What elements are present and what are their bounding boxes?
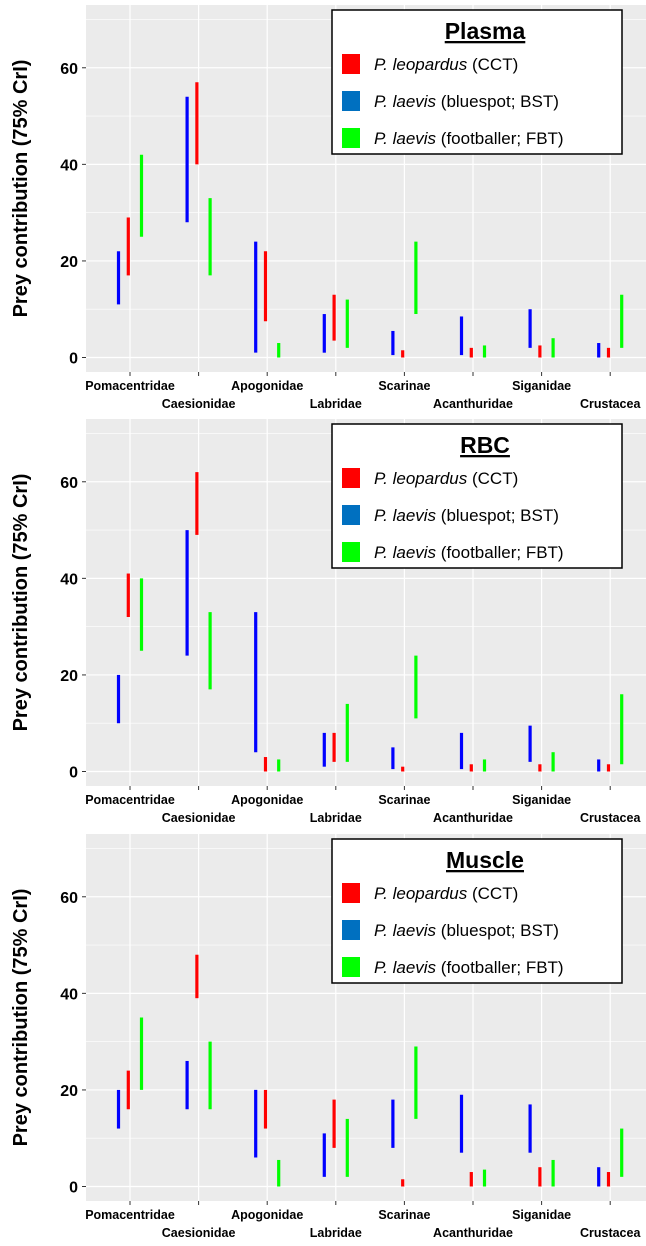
x-tick-label: Labridae — [310, 1226, 362, 1240]
x-tick-label: Siganidae — [512, 379, 571, 393]
x-tick-label: Labridae — [310, 811, 362, 825]
x-tick-label: Caesionidae — [162, 1226, 236, 1240]
chart-panel-plasma: 0 20 40 60 Prey contribution (75% CrI) Pomace… — [0, 0, 646, 412]
y-tick-label: 60 — [60, 890, 78, 907]
y-tick-label: 20 — [60, 668, 78, 685]
x-tick-label: Scarinae — [378, 379, 430, 393]
legend-swatch — [342, 920, 360, 940]
legend-swatch — [342, 505, 360, 525]
legend-label: P. laevis (bluespot; BST) — [374, 921, 559, 940]
y-tick-label: 60 — [60, 475, 78, 492]
chart-svg-plasma: 0 20 40 60 Prey contribution (75% CrI) Pomace… — [10, 5, 646, 411]
y-tick-label: 0 — [69, 1180, 78, 1197]
x-tick-label: Siganidae — [512, 793, 571, 807]
x-tick-label: Acanthuridae — [433, 397, 513, 411]
chart-panel-rbc: 0 20 40 60 Prey contribution (75% CrI) Pomace… — [0, 414, 646, 826]
y-tick-label: 60 — [60, 61, 78, 78]
legend-box — [331, 423, 623, 569]
y-tick-label: 40 — [60, 986, 78, 1003]
y-tick-label: 0 — [69, 765, 78, 782]
y-tick-label: 20 — [60, 254, 78, 271]
legend-swatch — [342, 91, 360, 111]
legend-box — [331, 838, 623, 984]
legend-box — [331, 9, 623, 155]
y-axis-label: Prey contribution (75% CrI) — [10, 474, 32, 732]
legend-label: P. laevis (footballer; FBT) — [374, 543, 564, 562]
legend-label: P. laevis (bluespot; BST) — [374, 506, 559, 525]
x-tick-label: Pomacentridae — [85, 793, 175, 807]
chart-panel-muscle: 0 20 40 60 Prey contribution (75% CrI) Pomace… — [0, 829, 646, 1241]
chart-title: Plasma — [445, 18, 526, 44]
x-tick-label: Crustacea — [580, 397, 641, 411]
legend-swatch — [342, 542, 360, 562]
chart-title: RBC — [460, 432, 510, 458]
y-tick-label: 20 — [60, 1083, 78, 1100]
legend-swatch — [342, 468, 360, 488]
x-tick-label: Scarinae — [378, 793, 430, 807]
y-tick-label: 0 — [69, 351, 78, 368]
x-tick-label: Crustacea — [580, 811, 641, 825]
y-axis-label: Prey contribution (75% CrI) — [10, 60, 32, 318]
legend-swatch — [342, 957, 360, 977]
x-tick-label: Siganidae — [512, 1208, 571, 1222]
x-tick-label: Crustacea — [580, 1226, 641, 1240]
chart-title: Muscle — [446, 847, 524, 873]
legend-swatch — [342, 883, 360, 903]
y-tick-label: 40 — [60, 157, 78, 174]
x-tick-label: Apogonidae — [231, 1208, 303, 1222]
legend-swatch — [342, 54, 360, 74]
x-tick-label: Pomacentridae — [85, 1208, 175, 1222]
legend-label: P. laevis (footballer; FBT) — [374, 958, 564, 977]
legend-label: P. laevis (footballer; FBT) — [374, 129, 564, 148]
x-tick-label: Caesionidae — [162, 397, 236, 411]
chart-svg-muscle: 0 20 40 60 Prey contribution (75% CrI) Pomace… — [10, 834, 646, 1240]
chart-svg-rbc: 0 20 40 60 Prey contribution (75% CrI) Pomace… — [10, 419, 646, 825]
legend-label: P. laevis (bluespot; BST) — [374, 92, 559, 111]
x-tick-label: Pomacentridae — [85, 379, 175, 393]
legend-label: P. leopardus (CCT) — [374, 884, 518, 903]
y-tick-label: 40 — [60, 571, 78, 588]
x-tick-label: Apogonidae — [231, 379, 303, 393]
x-tick-label: Acanthuridae — [433, 811, 513, 825]
x-tick-label: Acanthuridae — [433, 1226, 513, 1240]
legend-label: P. leopardus (CCT) — [374, 469, 518, 488]
y-axis-label: Prey contribution (75% CrI) — [10, 889, 32, 1147]
x-tick-label: Labridae — [310, 397, 362, 411]
legend-swatch — [342, 128, 360, 148]
x-tick-label: Caesionidae — [162, 811, 236, 825]
legend-label: P. leopardus (CCT) — [374, 55, 518, 74]
x-tick-label: Apogonidae — [231, 793, 303, 807]
x-tick-label: Scarinae — [378, 1208, 430, 1222]
